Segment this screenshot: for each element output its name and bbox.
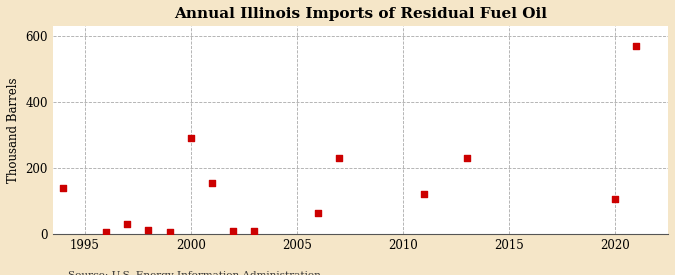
Point [207,180,217,185]
Point [227,229,238,233]
Point [101,230,111,234]
Point [186,136,196,141]
Text: Source: U.S. Energy Information Administration: Source: U.S. Energy Information Administ… [68,271,321,275]
Y-axis label: Thousand Barrels: Thousand Barrels [7,77,20,183]
Point [313,211,323,216]
Point [58,185,69,190]
Title: Annual Illinois Imports of Residual Fuel Oil: Annual Illinois Imports of Residual Fuel… [174,7,547,21]
Point [418,192,429,196]
Point [334,156,345,160]
Point [631,44,642,48]
Point [164,230,175,234]
Point [143,228,154,233]
Point [122,222,132,227]
Point [610,197,620,201]
Point [249,229,260,233]
Point [461,156,472,160]
